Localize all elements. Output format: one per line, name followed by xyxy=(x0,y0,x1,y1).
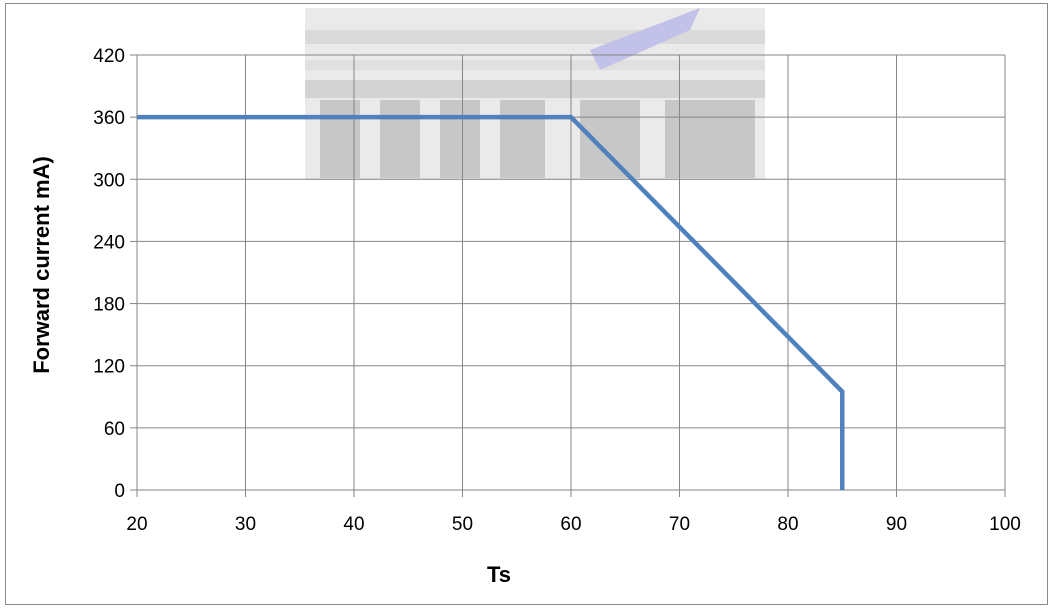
x-tick-label: 80 xyxy=(777,514,798,535)
watermark-logo xyxy=(305,8,765,180)
y-tick-label: 60 xyxy=(104,419,125,440)
x-tick-label: 70 xyxy=(669,514,690,535)
x-tick-label: 60 xyxy=(560,514,581,535)
y-tick-label: 180 xyxy=(93,295,125,316)
y-tick-label: 300 xyxy=(93,170,125,191)
tick-labels: 0 60 120 180 240 300 360 420 20 30 40 50 60 70 80 90 100 xyxy=(93,46,1021,535)
y-tick-label: 360 xyxy=(93,108,125,129)
x-tick-label: 40 xyxy=(343,514,364,535)
y-tick-label: 240 xyxy=(93,232,125,253)
x-tick-label: 90 xyxy=(886,514,907,535)
x-axis-label: Ts xyxy=(487,562,511,587)
x-tick-label: 20 xyxy=(126,514,147,535)
x-tick-label: 100 xyxy=(989,514,1021,535)
series-line xyxy=(137,114,845,490)
series-layer xyxy=(137,114,845,490)
y-axis-label: Forward current mA) xyxy=(29,156,54,374)
y-tick-label: 120 xyxy=(93,357,125,378)
y-tick-label: 420 xyxy=(93,46,125,67)
x-tick-label: 50 xyxy=(452,514,473,535)
x-tick-label: 30 xyxy=(235,514,256,535)
axes xyxy=(130,54,1006,497)
y-tick-label: 0 xyxy=(114,481,125,502)
